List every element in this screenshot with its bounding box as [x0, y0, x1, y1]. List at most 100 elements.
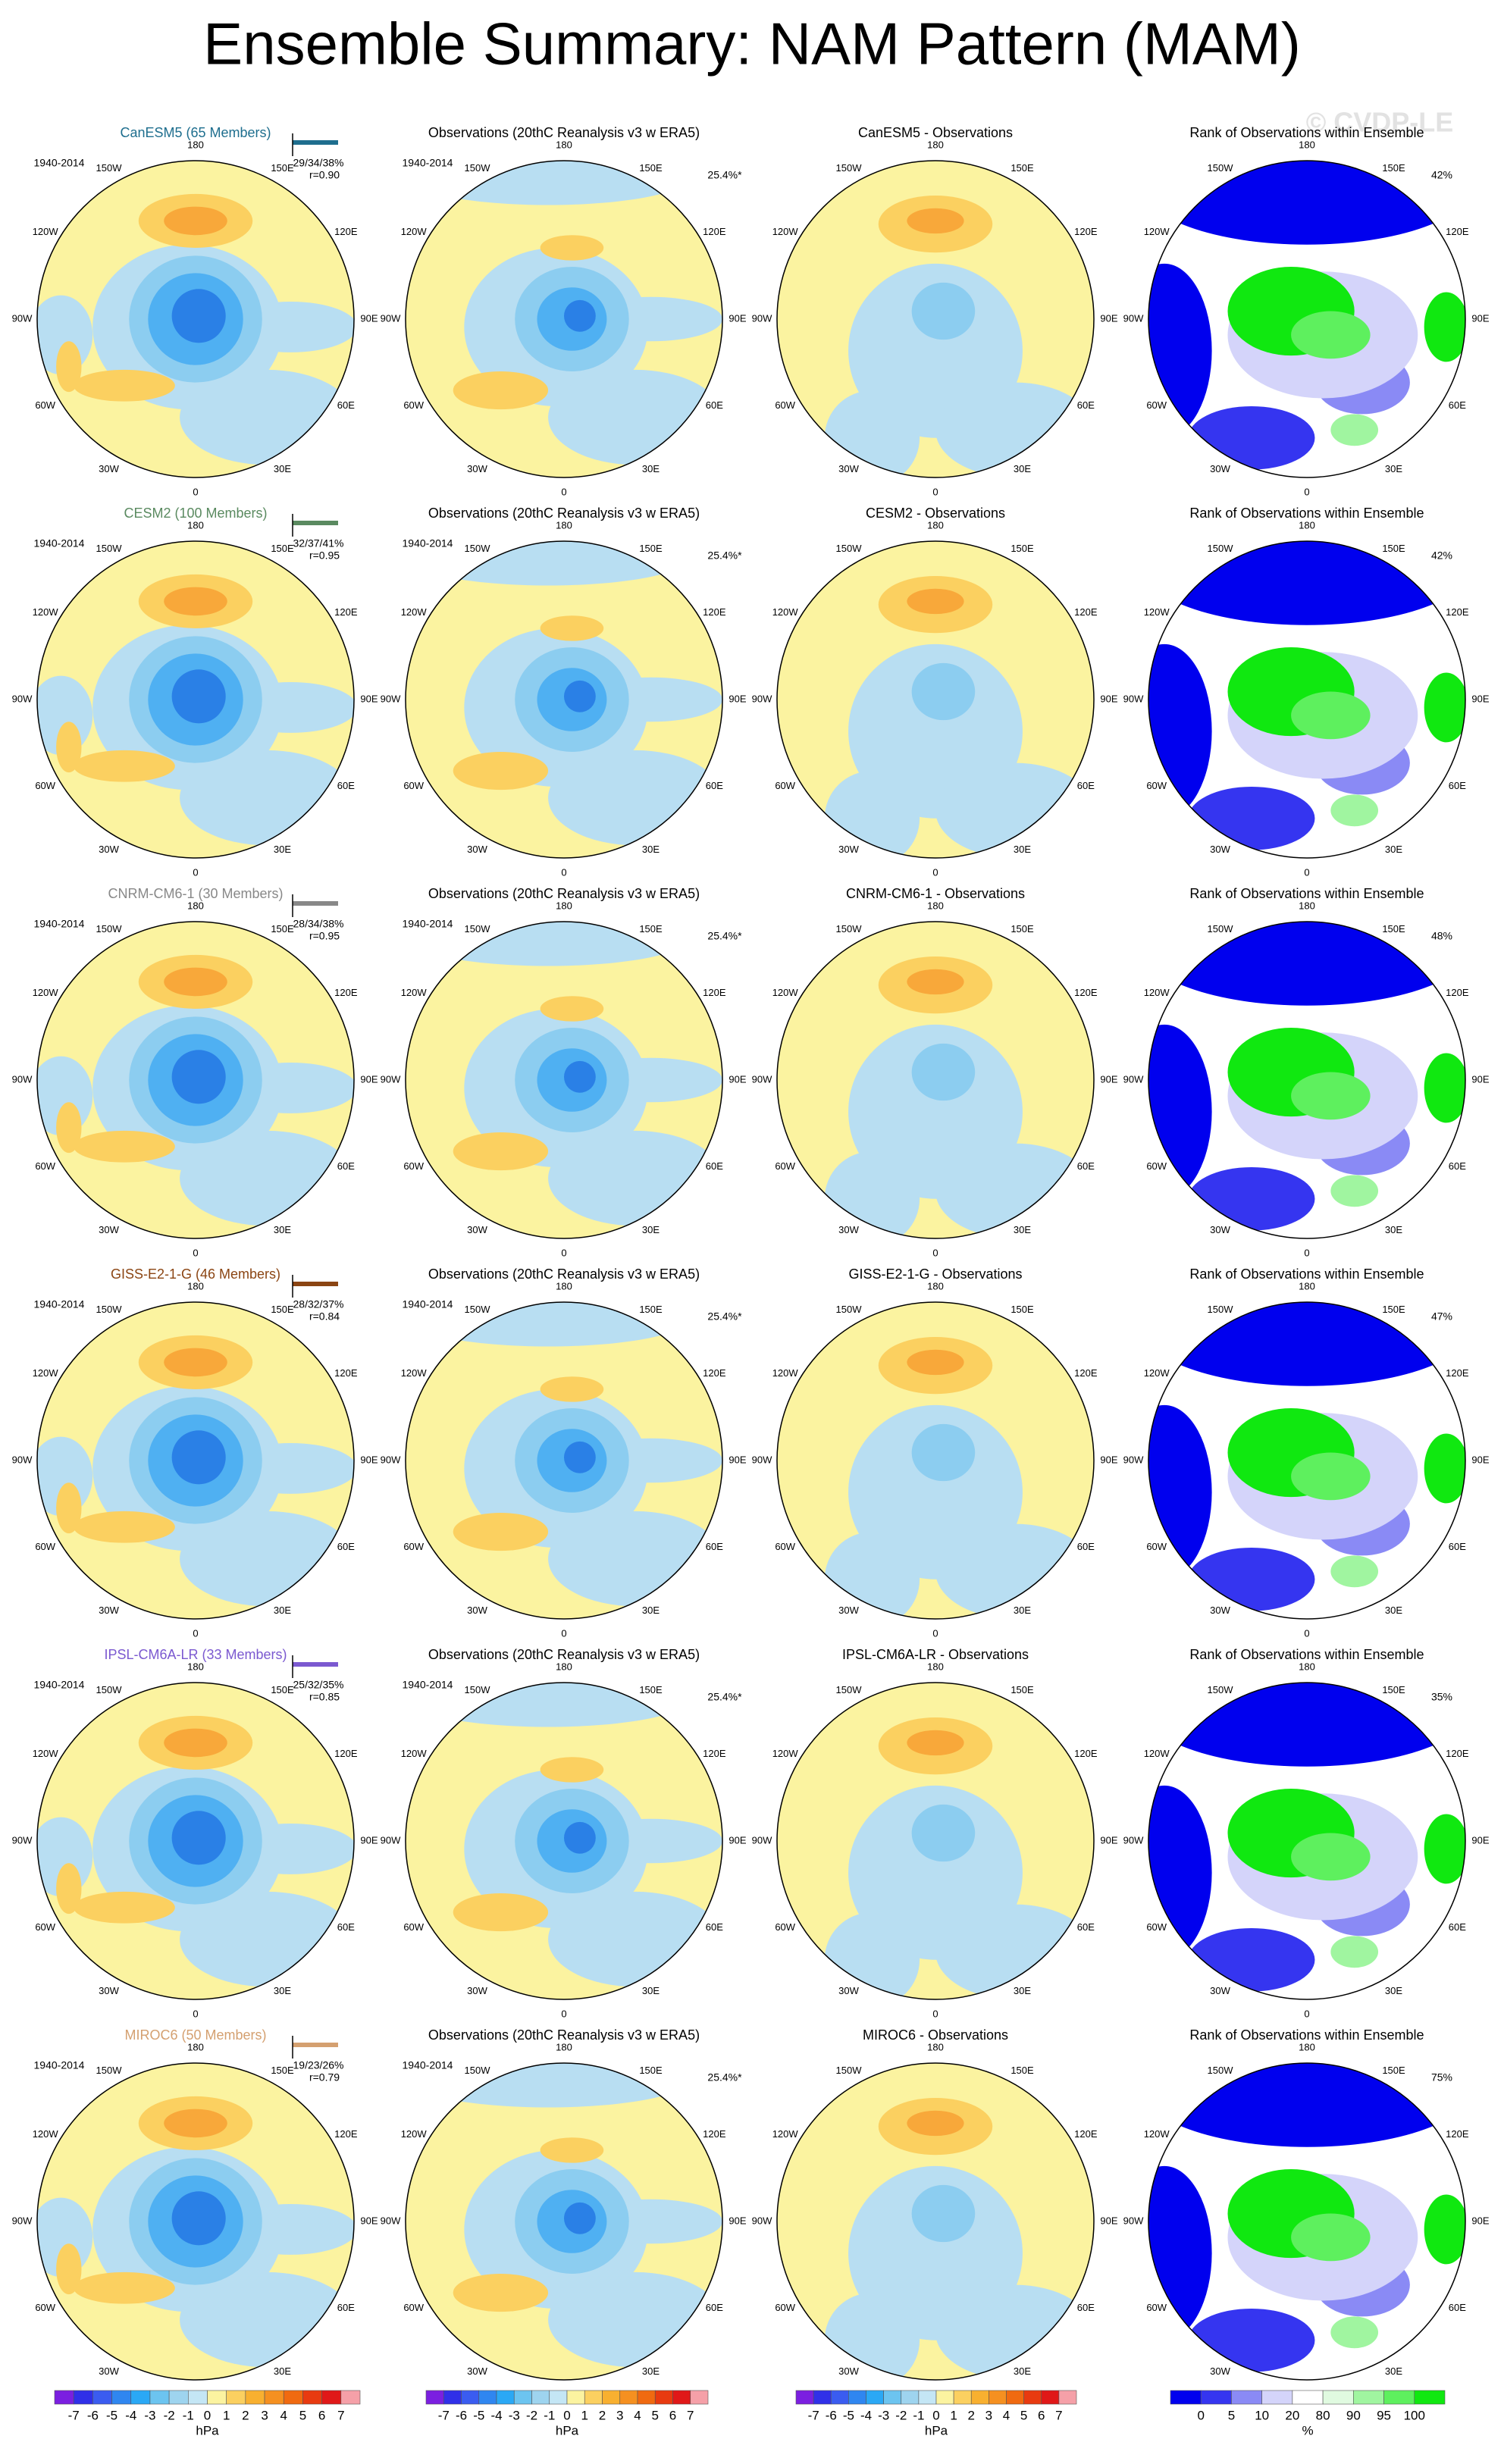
longitude-label: 90W — [1123, 693, 1144, 704]
longitude-label: 90W — [1123, 312, 1144, 324]
rank-percent: 42% — [1431, 169, 1452, 181]
longitude-label: 30E — [1014, 844, 1031, 855]
longitude-label: 120E — [334, 606, 358, 618]
longitude-label: 120E — [1446, 1748, 1469, 1759]
longitude-label: 60E — [337, 1160, 355, 1172]
map-outline — [1148, 1301, 1466, 1620]
longitude-label: 150W — [96, 923, 123, 935]
longitude-label: 90W — [12, 693, 33, 704]
pattern-region — [1330, 414, 1379, 446]
longitude-label: 60E — [337, 399, 355, 411]
colorbar-box — [1006, 2390, 1024, 2405]
longitude-label: 120E — [703, 1748, 726, 1759]
longitude-label: 120E — [703, 226, 726, 237]
longitude-label: 0 — [1304, 1627, 1309, 1639]
longitude-label: 30E — [1385, 1224, 1402, 1235]
longitude-label: 30E — [642, 844, 660, 855]
colorbar-box — [672, 2390, 691, 2405]
colorbar-label: -3 — [144, 2408, 155, 2422]
longitude-label: 60W — [403, 1921, 424, 1933]
colorbar-label: -6 — [456, 2408, 467, 2422]
longitude-label: 60W — [1146, 780, 1167, 791]
colorbar-label: 10 — [1255, 2408, 1269, 2422]
longitude-label: 30E — [1385, 1985, 1402, 1996]
map-outline — [405, 1682, 723, 2000]
longitude-label: 150E — [271, 1304, 294, 1315]
longitude-label: 180 — [556, 1280, 572, 1291]
pattern-correlation: r=0.84 — [309, 1310, 340, 1323]
panel-title: Observations (20thC Reanalysis v3 w ERA5… — [428, 125, 700, 140]
longitude-label: 180 — [927, 900, 944, 911]
longitude-label: 60E — [1449, 399, 1466, 411]
period: 1940-2014 — [34, 1679, 85, 1691]
polar-map — [777, 161, 1094, 477]
pattern-region — [540, 2137, 604, 2163]
longitude-label: 180 — [1299, 900, 1315, 911]
longitude-label: 30E — [1385, 844, 1402, 855]
colorbar-unit: hPa — [196, 2423, 219, 2437]
colorbar-box — [226, 2390, 246, 2405]
pattern-region — [1291, 1072, 1371, 1120]
longitude-label: 180 — [187, 2041, 204, 2052]
pattern-region — [564, 680, 596, 712]
colorbar-box — [283, 2390, 303, 2405]
map-outline — [776, 160, 1095, 478]
pattern-region — [1148, 2063, 1465, 2147]
period: 1940-2014 — [34, 918, 85, 930]
longitude-label: 0 — [1304, 1247, 1309, 1258]
figure-title: Ensemble Summary: NAM Pattern (MAM) — [203, 11, 1301, 77]
colorbar-label: -1 — [183, 2408, 194, 2422]
longitude-label: 60E — [1449, 2302, 1466, 2313]
longitude-label: 60E — [706, 2302, 723, 2313]
longitude-label: 30W — [1210, 1605, 1230, 1616]
colorbar-box — [584, 2390, 603, 2405]
panel-title: Observations (20thC Reanalysis v3 w ERA5… — [428, 1647, 700, 1662]
panel-title: Rank of Observations within Ensemble — [1189, 506, 1424, 521]
longitude-label: 120E — [1446, 987, 1469, 998]
colorbar-box — [1383, 2390, 1415, 2405]
period: 1940-2014 — [403, 918, 453, 930]
longitude-label: 90E — [1471, 312, 1489, 324]
longitude-label: 90E — [360, 2215, 378, 2226]
longitude-label: 30W — [467, 2365, 487, 2377]
pattern-region — [911, 662, 976, 721]
longitude-label: 60W — [1146, 2302, 1167, 2313]
longitude-label: 60W — [775, 1160, 795, 1172]
colorbar-label: 4 — [280, 2408, 287, 2422]
colorbar-label: -4 — [860, 2408, 872, 2422]
longitude-label: 0 — [932, 486, 938, 497]
longitude-label: 90W — [381, 1834, 401, 1846]
longitude-label: 150W — [465, 923, 491, 935]
pattern-region — [540, 235, 604, 261]
colorbar-label: 4 — [1003, 2408, 1010, 2422]
longitude-label: 120W — [1144, 2128, 1170, 2140]
longitude-label: 0 — [561, 2008, 566, 2019]
rank-percent: 48% — [1431, 930, 1452, 942]
colorbar-box — [1170, 2390, 1202, 2405]
colorbar-box — [168, 2390, 189, 2405]
polar-map — [1148, 541, 1465, 858]
longitude-label: 120E — [703, 1367, 726, 1379]
longitude-label: 120W — [772, 606, 799, 618]
map-outline — [1148, 1682, 1466, 2000]
colorbar-box — [207, 2390, 227, 2405]
longitude-label: 120E — [1446, 606, 1469, 618]
pattern-region — [1188, 1927, 1315, 1992]
map-outline — [1148, 160, 1466, 478]
pattern-region — [56, 722, 82, 773]
pattern-region — [74, 369, 175, 402]
colorbar-label: -5 — [843, 2408, 854, 2422]
pattern-region — [1291, 1452, 1371, 1501]
colorbar-label: -1 — [913, 2408, 924, 2422]
longitude-label: 60W — [775, 2302, 795, 2313]
period: 1940-2014 — [34, 2059, 85, 2071]
colorbar-box — [264, 2390, 284, 2405]
pattern-region — [164, 1348, 227, 1377]
longitude-label: 30E — [1014, 2365, 1031, 2377]
longitude-label: 30E — [1014, 1985, 1031, 1996]
longitude-label: 150W — [465, 1304, 491, 1315]
pattern-region — [180, 750, 354, 846]
pattern-region — [911, 282, 976, 340]
colorbar-label: 1 — [950, 2408, 957, 2422]
longitude-label: 30W — [838, 2365, 859, 2377]
